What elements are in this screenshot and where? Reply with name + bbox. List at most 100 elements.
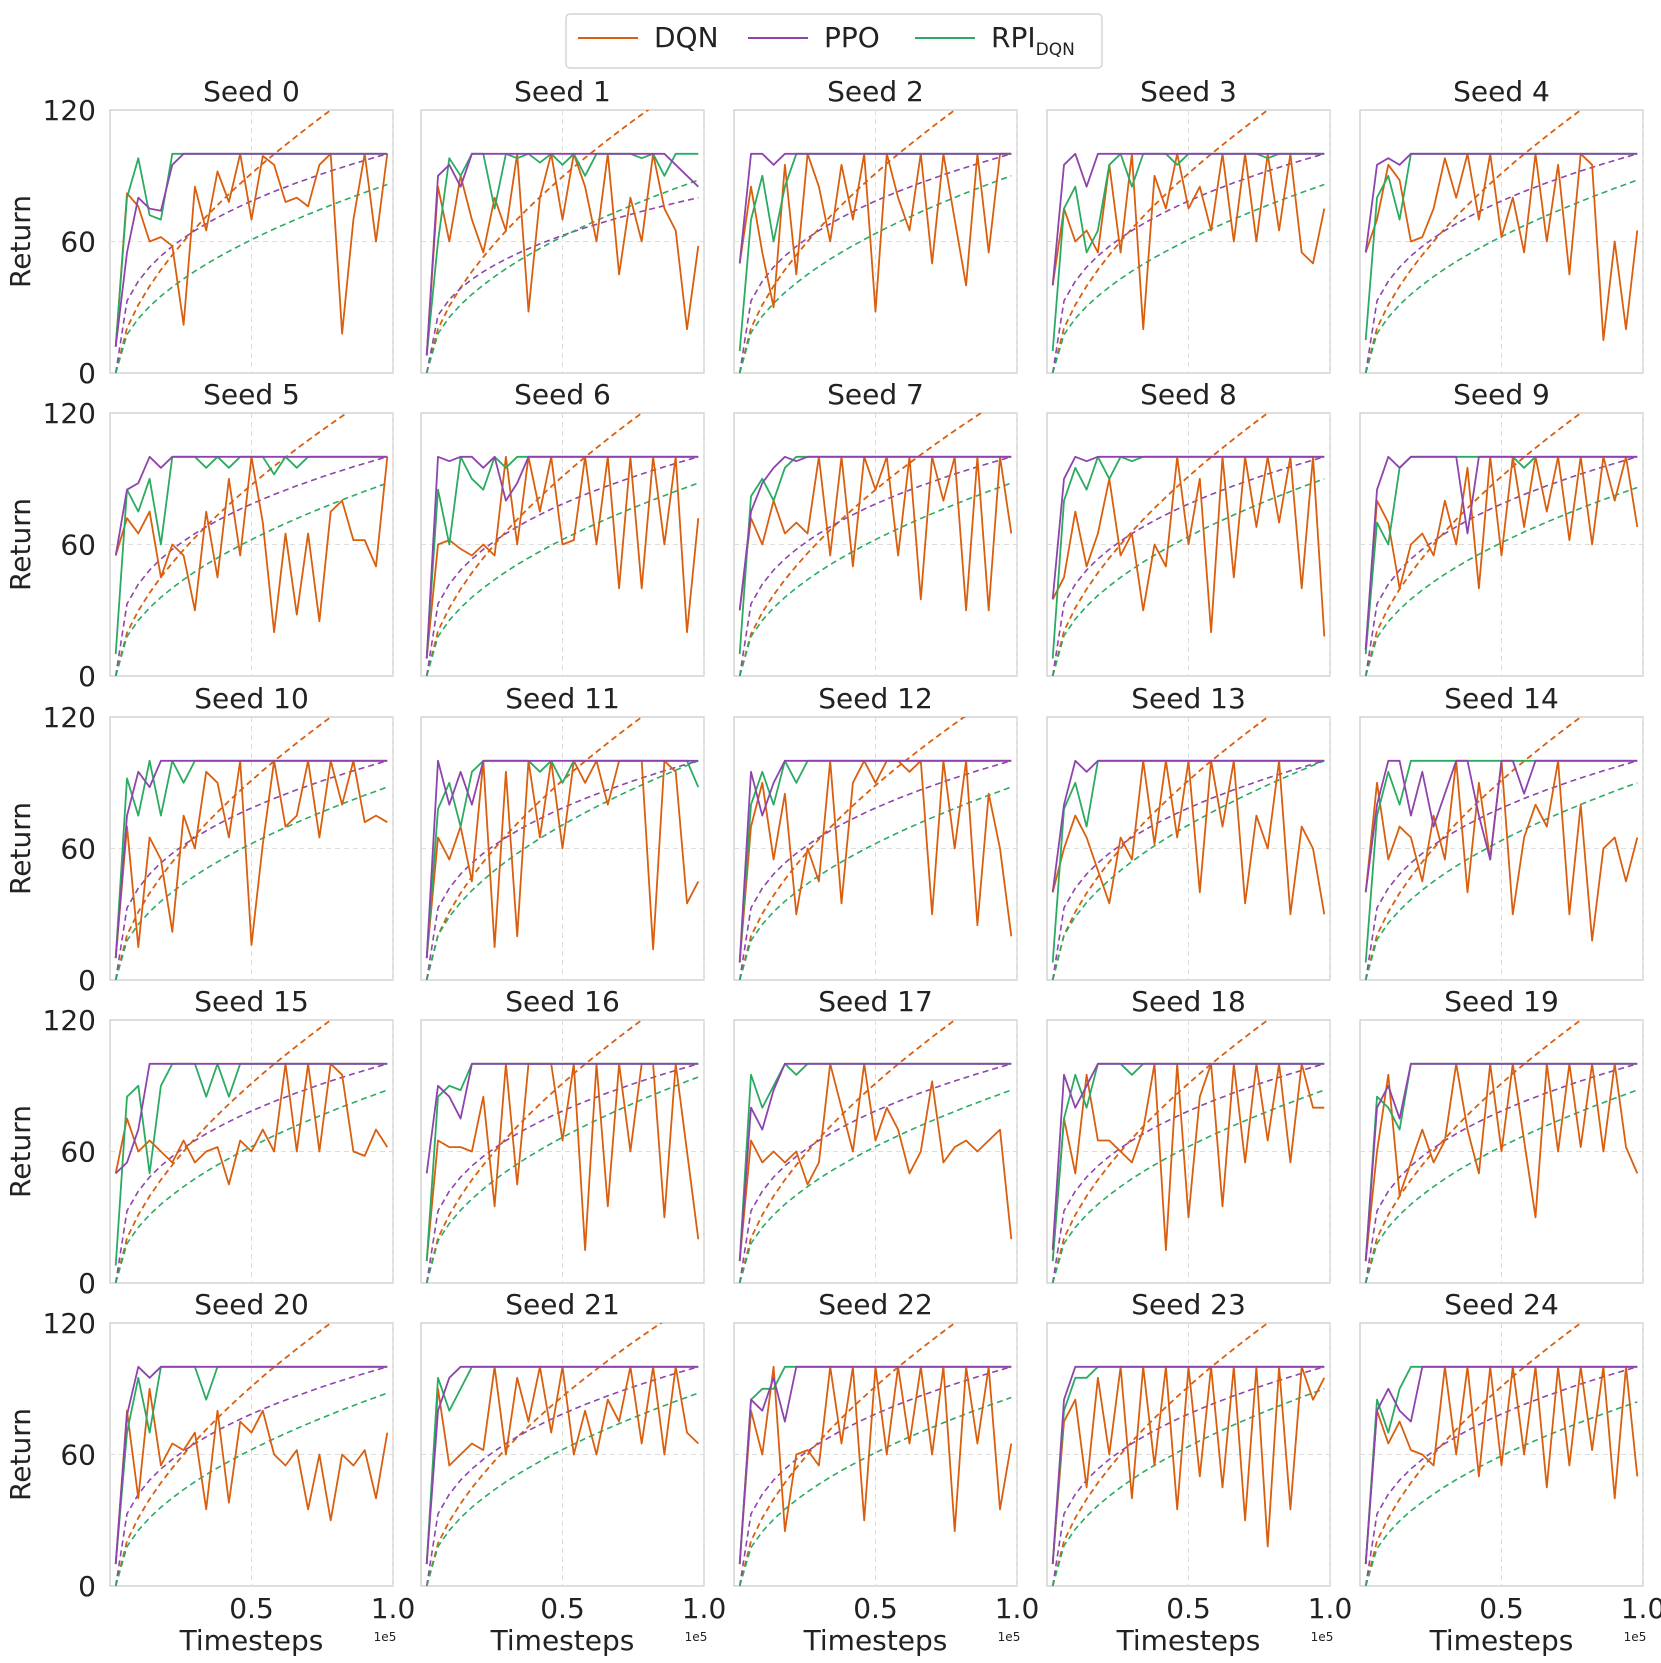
rpi-mean-line (114, 1392, 388, 1586)
y-tick-label: 0 (78, 357, 96, 390)
panel-title: Seed 24 (1444, 1288, 1559, 1321)
y-axis-label: Return (4, 802, 37, 895)
ppo-line (738, 1062, 1012, 1262)
panel-seed-6: Seed 6 (420, 378, 705, 677)
rpi-mean-line (1051, 760, 1325, 980)
panel-seed-19: Seed 19 (1359, 985, 1644, 1284)
plot-area (425, 1323, 699, 1586)
panel-title: Seed 1 (514, 75, 611, 108)
dqn-line (114, 152, 389, 347)
panel-seed-1: Seed 1 (420, 75, 705, 374)
dqn-mean-line (738, 110, 957, 373)
panel-title: Seed 21 (505, 1288, 620, 1321)
plot-area (1364, 1323, 1639, 1586)
ppo-line (114, 455, 388, 556)
legend: DQN PPO RPIDQN (565, 13, 1103, 69)
ppo-line (738, 1365, 1012, 1565)
ppo-line (114, 152, 388, 347)
panel-seed-11: Seed 11 (420, 682, 705, 981)
ppo-mean-line (1364, 760, 1638, 980)
ppo-line (1364, 1062, 1638, 1262)
x-tick-label: 0.5 (540, 1592, 585, 1625)
dqn-mean-line (425, 110, 650, 373)
plot-area (114, 413, 389, 676)
x-axis-label: Timesteps (803, 1624, 948, 1657)
dqn-line (425, 759, 700, 959)
panel-title: Seed 14 (1444, 682, 1559, 715)
ppo-line (115, 1062, 388, 1175)
panel-seed-12: Seed 12 (733, 682, 1018, 981)
ppo-mean-line (1364, 1366, 1638, 1586)
x-tick-label: 1.0 (371, 1592, 416, 1625)
ppo-line (1364, 1365, 1638, 1565)
x-offset-label: 1e5 (685, 1630, 708, 1644)
ppo-line (1051, 455, 1325, 600)
ppo-line (738, 455, 1012, 611)
ppo-line (738, 759, 1012, 963)
rpi-mean-line (425, 1392, 699, 1586)
ppo-mean-line (114, 760, 388, 980)
dqn-line (738, 152, 1012, 313)
plot-area (1051, 1323, 1326, 1586)
x-tick-label: 1.0 (995, 1592, 1040, 1625)
x-tick-label: 1.0 (682, 1592, 727, 1625)
plot-area (1051, 413, 1326, 676)
dqn-line (1051, 455, 1326, 637)
dqn-line (1364, 455, 1639, 650)
panel-seed-16: Seed 16 (420, 985, 705, 1284)
x-offset-label: 1e5 (1311, 1630, 1334, 1644)
rpi-mean-line (114, 786, 388, 980)
ppo-mean-line (425, 1366, 699, 1586)
dqn-mean-line (1051, 717, 1270, 980)
panel-seed-23: Seed 23 0.5 1.0 Timesteps 1e5 (1046, 1288, 1352, 1657)
y-axis-label: Return (4, 195, 37, 288)
panel-seed-14: Seed 14 (1359, 682, 1644, 981)
ppo-line (425, 1062, 699, 1174)
ppo-line (114, 1365, 388, 1565)
plot-area (1364, 110, 1639, 373)
dqn-mean-line (1364, 1020, 1583, 1283)
legend-label-dqn: DQN (654, 21, 719, 54)
x-tick-label: 0.5 (229, 1592, 274, 1625)
ppo-line (425, 152, 699, 356)
x-axis-label: Timesteps (1116, 1624, 1261, 1657)
ppo-mean-line (1051, 153, 1325, 373)
rpi-mean-line (738, 482, 1012, 676)
panel-title: Seed 9 (1453, 378, 1550, 411)
ppo-line (114, 759, 388, 959)
plot-area (425, 1020, 700, 1283)
y-axis-label: Return (4, 498, 37, 591)
ppo-mean-line (425, 456, 699, 676)
rpi-mean-line (738, 175, 1012, 373)
dqn-mean-line (1051, 413, 1270, 676)
panel-title: Seed 0 (203, 75, 300, 108)
plot-area (1051, 717, 1326, 980)
ppo-mean-line (1051, 760, 1325, 980)
dqn-line (1364, 1365, 1639, 1565)
rpi-mean-line (114, 1089, 388, 1283)
ppo-line (425, 1365, 699, 1565)
plot-area (738, 1323, 1013, 1586)
panel-title: Seed 3 (1140, 75, 1237, 108)
legend-frame (565, 13, 1103, 69)
dqn-mean-line (738, 717, 966, 980)
ppo-mean-line (425, 196, 699, 373)
y-tick-label: 60 (60, 833, 96, 866)
panels: Seed 0 0 60 120 Return Seed 1 Seed 2 Seed 3 Seed… (4, 75, 1661, 1657)
ppo-line (738, 152, 1012, 264)
ppo-mean-line (114, 456, 388, 676)
plot-area (114, 110, 389, 373)
rpi-mean-line (738, 786, 1012, 980)
dqn-line (1364, 152, 1639, 341)
panel-title: Seed 8 (1140, 378, 1237, 411)
ppo-mean-line (738, 760, 1012, 980)
panel-seed-18: Seed 18 (1046, 985, 1331, 1284)
x-axis-label: Timesteps (490, 1624, 635, 1657)
panel-seed-2: Seed 2 (733, 75, 1018, 374)
y-axis-label: Return (4, 1408, 37, 1501)
ppo-mean-line (738, 456, 1012, 676)
plot-area (425, 717, 700, 980)
dqn-line (114, 1062, 389, 1186)
x-tick-label: 1.0 (1621, 1592, 1661, 1625)
